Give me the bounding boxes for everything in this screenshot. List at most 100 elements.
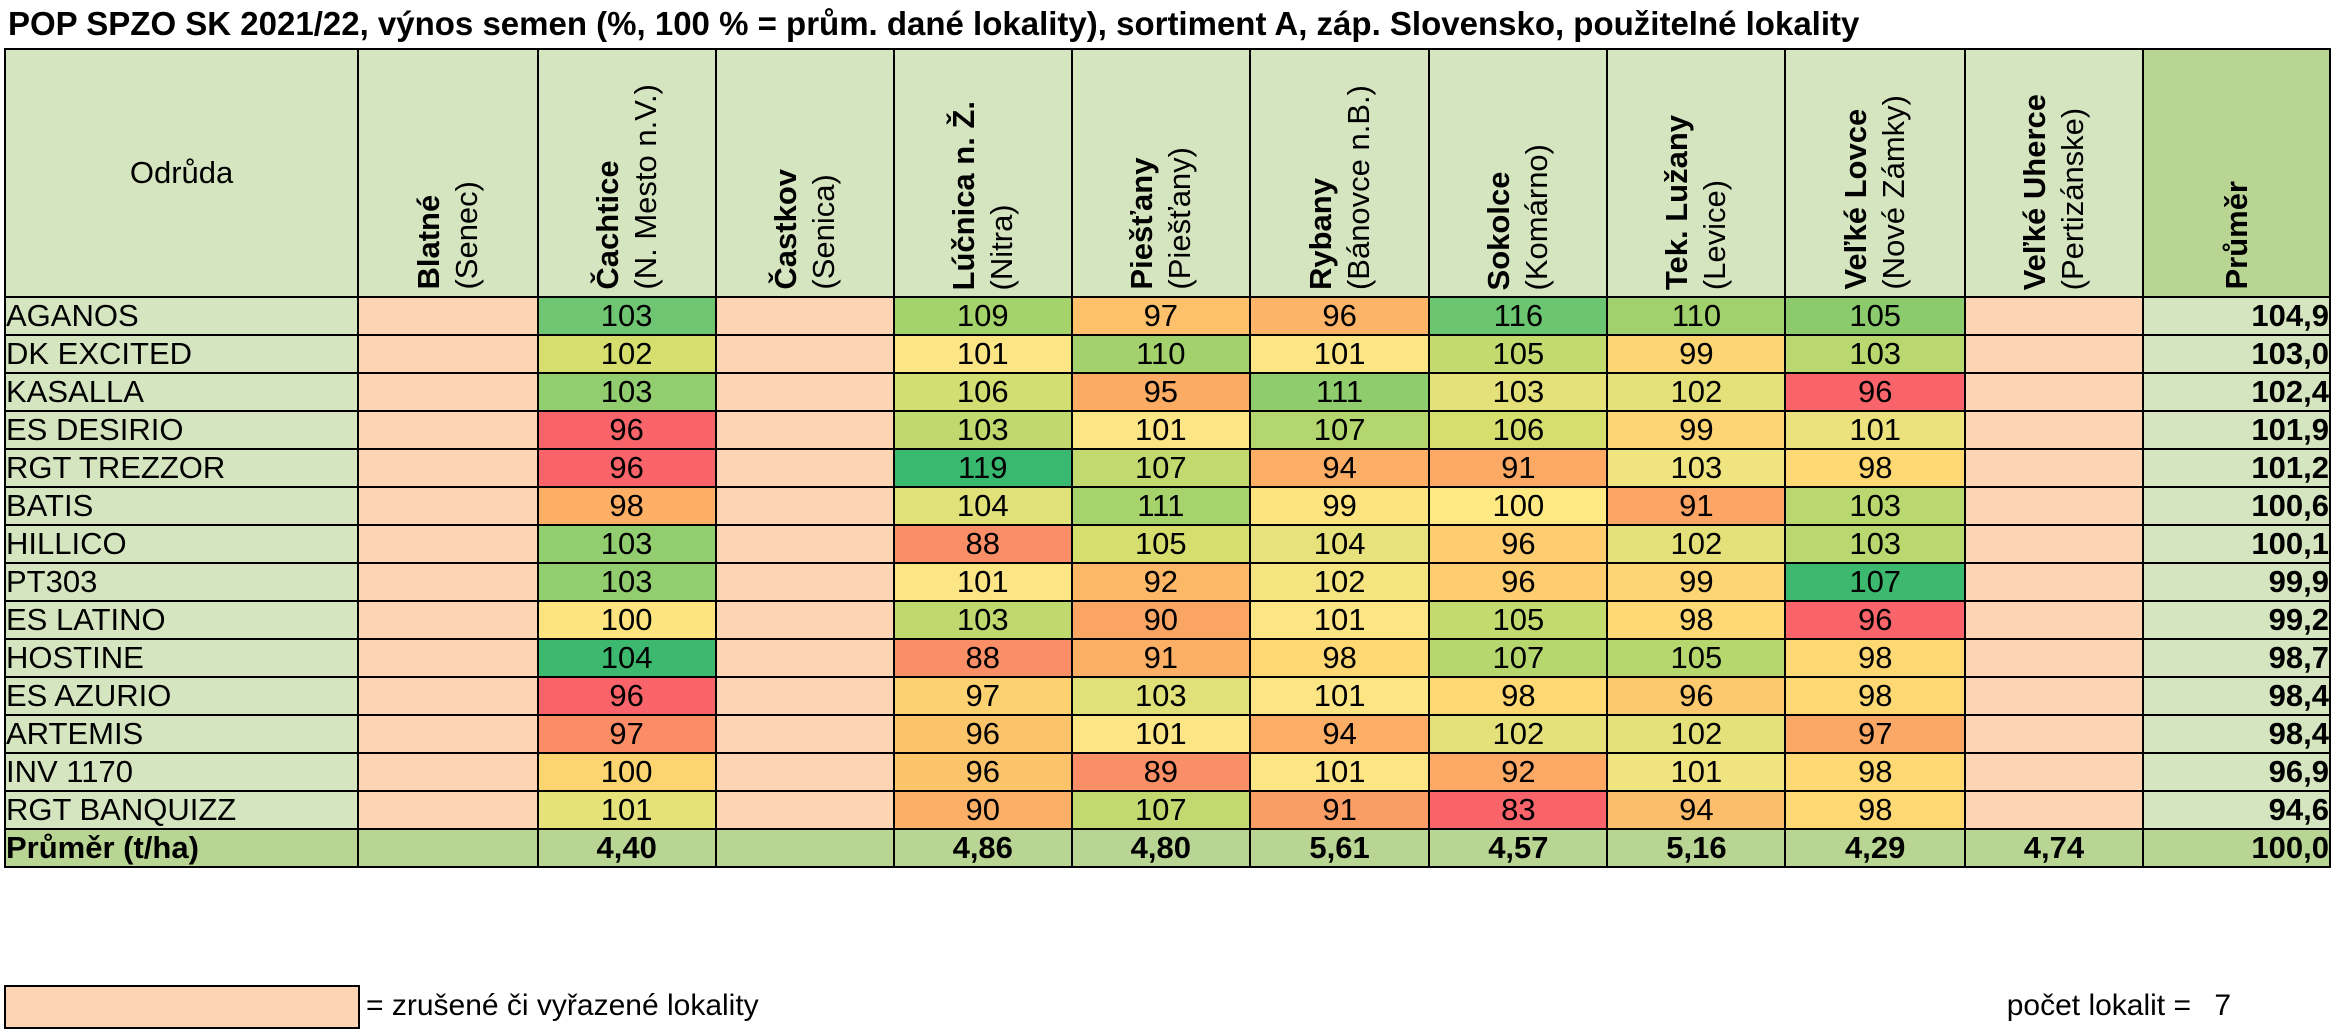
yield-cell (714, 334, 895, 374)
yield-cell: 91 (1070, 638, 1251, 678)
location-header: Sokolce (Komárno) (1428, 48, 1609, 298)
yield-cell: 107 (1784, 562, 1966, 602)
yield-cell: 90 (1070, 600, 1251, 640)
yield-cell: 102 (1606, 714, 1787, 754)
yield-cell: 101 (1606, 752, 1787, 792)
yield-cell: 99 (1606, 334, 1787, 374)
variety-header: Odrůda (3, 48, 360, 298)
yield-cell: 111 (1248, 372, 1431, 412)
yield-cell: 103 (1784, 486, 1966, 526)
yield-cell (714, 296, 895, 336)
variety-name: RGT TREZZOR (3, 448, 360, 488)
variety-name: ES LATINO (3, 600, 360, 640)
yield-cell (1963, 752, 2145, 792)
yield-cell: 104 (1248, 524, 1431, 564)
yield-cell (714, 790, 895, 830)
variety-name: RGT BANQUIZZ (3, 790, 360, 830)
yield-cell: 107 (1428, 638, 1609, 678)
table-row: ARTEMIS 97 96 101 94 102 102 97 98,4 (3, 714, 2331, 754)
yield-cell (1963, 714, 2145, 754)
yield-cell: 96 (1428, 562, 1609, 602)
yield-cell: 105 (1606, 638, 1787, 678)
footer-row: Průměr (t/ha) 4,40 4,86 4,80 5,61 4,57 5,16 4,2… (3, 828, 2331, 868)
variety-name: PT303 (3, 562, 360, 602)
row-average: 99,9 (2142, 562, 2331, 602)
yield-cell: 97 (892, 676, 1073, 716)
yield-cell (357, 334, 539, 374)
location-average: 5,61 (1248, 828, 1431, 868)
yield-cell: 110 (1070, 334, 1251, 374)
row-average: 100,1 (2142, 524, 2331, 564)
footer-label: Průměr (t/ha) (3, 828, 360, 868)
yield-cell: 91 (1606, 486, 1787, 526)
location-average: 4,80 (1070, 828, 1251, 868)
location-average: 4,40 (536, 828, 717, 868)
yield-cell (357, 600, 539, 640)
yield-cell: 94 (1248, 448, 1431, 488)
overall-average: 100,0 (2142, 828, 2331, 868)
yield-cell: 96 (1606, 676, 1787, 716)
yield-cell: 98 (1606, 600, 1787, 640)
yield-cell: 96 (536, 410, 717, 450)
yield-cell: 105 (1428, 600, 1609, 640)
row-average: 98,4 (2142, 676, 2331, 716)
page-title: POP SPZO SK 2021/22, výnos semen (%, 100… (8, 5, 1860, 42)
yield-cell (714, 410, 895, 450)
variety-name: ES DESIRIO (3, 410, 360, 450)
yield-cell: 100 (1428, 486, 1609, 526)
yield-cell: 98 (1784, 676, 1966, 716)
yield-cell: 96 (1784, 372, 1966, 412)
row-average: 94,6 (2142, 790, 2331, 830)
yield-cell (714, 600, 895, 640)
yield-cell: 105 (1428, 334, 1609, 374)
yield-cell: 103 (536, 372, 717, 412)
location-header: Blatné (Senec) (357, 48, 539, 298)
yield-cell: 97 (536, 714, 717, 754)
yield-cell: 96 (536, 676, 717, 716)
table-row: PT303 103 101 92 102 96 99 107 99,9 (3, 562, 2331, 602)
table-row: HOSTINE 104 88 91 98 107 105 98 98,7 (3, 638, 2331, 678)
yield-cell: 119 (892, 448, 1073, 488)
yield-cell: 101 (1248, 676, 1431, 716)
yield-cell: 100 (536, 600, 717, 640)
yield-cell (714, 448, 895, 488)
yield-cell: 98 (1784, 752, 1966, 792)
yield-cell: 91 (1428, 448, 1609, 488)
yield-cell (1963, 790, 2145, 830)
yield-cell (357, 296, 539, 336)
yield-cell (1963, 410, 2145, 450)
yield-cell: 92 (1070, 562, 1251, 602)
yield-cell: 101 (892, 334, 1073, 374)
yield-cell: 95 (1070, 372, 1251, 412)
row-average: 101,2 (2142, 448, 2331, 488)
yield-cell: 96 (892, 714, 1073, 754)
yield-cell (714, 486, 895, 526)
yield-cell (714, 372, 895, 412)
location-header: Tek. Lužany (Levice) (1606, 48, 1787, 298)
location-average: 4,29 (1784, 828, 1966, 868)
legend-text: = zrušené či vyřazené lokality (366, 989, 759, 1022)
variety-name: KASALLA (3, 372, 360, 412)
location-header: Rybany (Bánovce n.B.) (1248, 48, 1431, 298)
location-header: Lúčnica n. Ž. (Nitra) (892, 48, 1073, 298)
yield-cell: 100 (536, 752, 717, 792)
yield-cell: 102 (536, 334, 717, 374)
yield-cell: 98 (1784, 448, 1966, 488)
yield-cell (1963, 562, 2145, 602)
variety-name: INV 1170 (3, 752, 360, 792)
yield-cell (357, 790, 539, 830)
row-average: 100,6 (2142, 486, 2331, 526)
row-average: 101,9 (2142, 410, 2331, 450)
variety-name: DK EXCITED (3, 334, 360, 374)
yield-cell: 96 (1784, 600, 1966, 640)
yield-cell (1963, 600, 2145, 640)
variety-name: ARTEMIS (3, 714, 360, 754)
yield-cell: 110 (1606, 296, 1787, 336)
yield-cell (1963, 638, 2145, 678)
yield-cell (1963, 296, 2145, 336)
yield-cell: 101 (892, 562, 1073, 602)
yield-cell: 101 (1070, 410, 1251, 450)
yield-cell: 101 (1248, 334, 1431, 374)
yield-cell: 107 (1248, 410, 1431, 450)
yield-cell: 103 (1428, 372, 1609, 412)
